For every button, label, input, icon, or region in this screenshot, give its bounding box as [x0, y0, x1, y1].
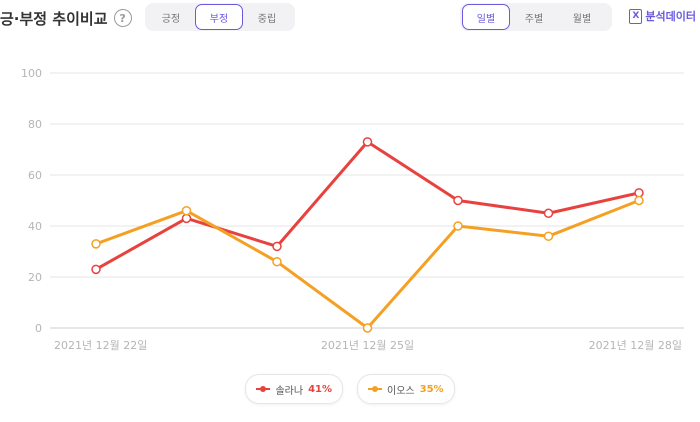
y-axis: 0 20 40 60 80 100: [21, 67, 42, 335]
x-tick-label: 2021년 12월 25일: [321, 338, 414, 352]
page-title: 긍·부정 추이비교 ?: [0, 6, 132, 30]
legend-marker-icon: [256, 384, 271, 394]
period-toggle: 일별 주별 월별: [460, 3, 612, 31]
tab-neutral[interactable]: 중립: [257, 13, 277, 25]
page-title-text: 긍·부정 추이비교: [0, 9, 108, 28]
data-point-1-6[interactable]: [634, 195, 644, 206]
tab-monthly[interactable]: 월별: [572, 13, 592, 25]
analysis-data-label: 분석데이터: [645, 10, 696, 23]
x-axis: 2021년 12월 22일 2021년 12월 25일 2021년 12월 28일: [54, 338, 682, 352]
legend-item-solana[interactable]: 솔라나 41%: [245, 374, 343, 404]
data-point-0-2[interactable]: [272, 241, 282, 252]
y-tick-label: 20: [28, 271, 42, 284]
spreadsheet-icon: X: [629, 8, 643, 24]
y-tick-label: 100: [21, 67, 42, 80]
data-point-1-1[interactable]: [181, 205, 192, 216]
data-point-1-4[interactable]: [453, 221, 463, 231]
chart-series: [91, 137, 644, 333]
data-point-0-0[interactable]: [91, 264, 101, 275]
x-tick-label: 2021년 12월 22일: [54, 338, 147, 352]
help-icon[interactable]: ?: [113, 9, 132, 27]
legend-item-eos[interactable]: 이오스 35%: [357, 374, 455, 404]
legend-marker-icon: [368, 384, 382, 394]
tab-weekly[interactable]: 주별: [524, 13, 544, 25]
legend-label: 이오스: [387, 385, 415, 397]
chart-legend: 솔라나 41% 이오스 35%: [0, 374, 700, 404]
y-tick-label: 60: [28, 169, 42, 182]
x-tick-label: 2021년 12월 28일: [589, 338, 682, 352]
data-point-0-4[interactable]: [453, 195, 463, 206]
series-line-0: [94, 140, 641, 271]
y-tick-label: 0: [35, 322, 42, 335]
tab-positive[interactable]: 긍정: [161, 13, 181, 25]
sentiment-toggle: 긍정 부정 중립: [145, 3, 295, 31]
data-point-1-3[interactable]: [362, 323, 373, 333]
chart-grid: [50, 72, 684, 329]
legend-percent: 41%: [308, 383, 332, 395]
tab-negative[interactable]: 부정: [195, 4, 243, 30]
tab-daily[interactable]: 일별: [462, 4, 510, 30]
data-point-0-5[interactable]: [543, 208, 554, 218]
data-point-0-6[interactable]: [634, 188, 644, 198]
analysis-data-button[interactable]: X 분석데이터: [629, 8, 696, 24]
data-point-1-5[interactable]: [543, 231, 554, 241]
data-point-1-2[interactable]: [272, 256, 282, 267]
y-tick-label: 80: [28, 118, 42, 131]
data-point-1-0[interactable]: [91, 239, 101, 249]
series-line-1: [94, 199, 641, 330]
legend-percent: 35%: [419, 383, 444, 395]
legend-label: 솔라나: [275, 385, 304, 397]
data-point-0-3[interactable]: [362, 137, 373, 147]
y-tick-label: 40: [28, 220, 42, 233]
data-point-0-1[interactable]: [181, 213, 192, 224]
